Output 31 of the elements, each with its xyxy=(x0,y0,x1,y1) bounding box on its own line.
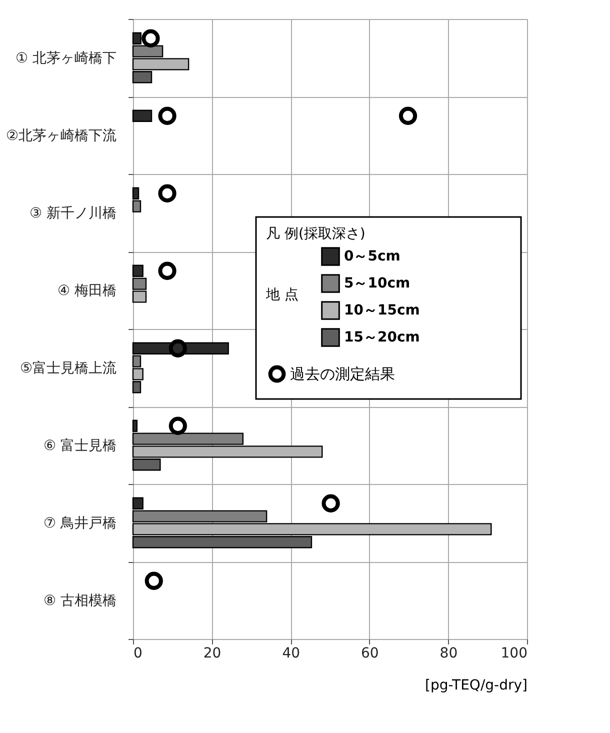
legend-label: 10～15cm xyxy=(344,302,420,318)
legend-label: 過去の測定結果 xyxy=(290,365,395,383)
point xyxy=(144,572,163,590)
y-tick-label: ④ 梅田橋 xyxy=(57,282,116,299)
y-tick-label: ⑤富士見橋上流 xyxy=(20,360,116,376)
legend-label: 0～5cm xyxy=(344,248,400,264)
legend-label: 15～20cm xyxy=(344,330,420,346)
point xyxy=(158,184,176,202)
y-tick-label: ⑥ 富士見橋 xyxy=(43,438,116,454)
point xyxy=(158,106,176,125)
y-tick-label: ⑦ 鳥井戸橋 xyxy=(43,515,116,532)
x-axis-title: [pg-TEQ/g-dry] xyxy=(425,678,528,694)
y-tick-label: ① 北茅ヶ崎橋下 xyxy=(15,50,116,66)
point xyxy=(158,262,176,280)
x-tick-label: 80 xyxy=(440,646,458,662)
x-tick-label: 0 xyxy=(134,646,142,662)
y-tick-label: ③ 新千ノ川橋 xyxy=(29,205,116,222)
legend-title: 凡 例(採取深さ) xyxy=(266,226,366,242)
legend-label: 5～10cm xyxy=(344,276,410,292)
x-tick-label: 60 xyxy=(360,646,379,662)
point xyxy=(398,106,418,125)
point xyxy=(142,29,160,48)
x-tick-label: 20 xyxy=(203,646,222,662)
point xyxy=(322,494,340,512)
y-tick-label: ②北茅ヶ崎橋下流 xyxy=(6,128,116,144)
x-tick-label: 40 xyxy=(282,646,300,662)
point xyxy=(168,416,187,435)
annotation: 地 点 xyxy=(265,287,298,303)
x-tick-label: 100 xyxy=(500,646,528,662)
point xyxy=(168,339,187,358)
y-tick-label: ⑧ 古相模橋 xyxy=(43,592,116,609)
